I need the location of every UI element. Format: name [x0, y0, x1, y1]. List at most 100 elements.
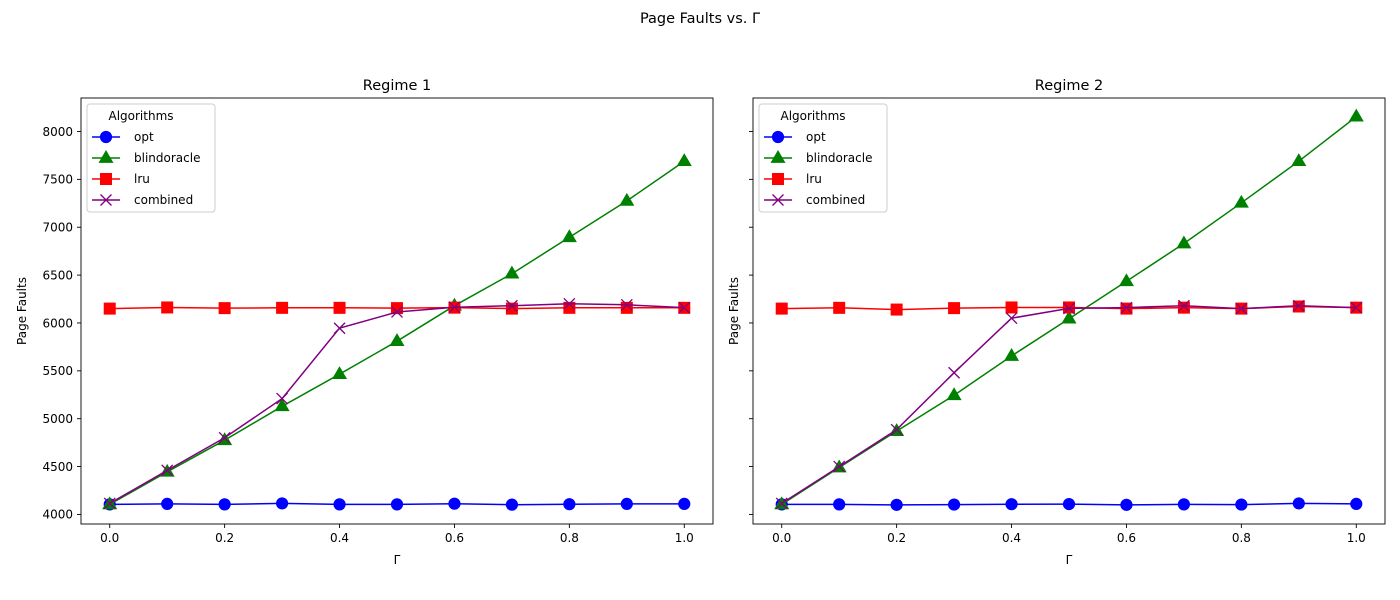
- data-point-lru: [620, 301, 633, 314]
- axes-frame: [752, 97, 1386, 525]
- legend-label: lru: [134, 172, 150, 186]
- data-point-blindoracle: [389, 333, 405, 346]
- legend-marker-blindoracle: [770, 150, 786, 163]
- data-point-opt: [161, 497, 174, 510]
- series-combined: [103, 297, 691, 510]
- data-point-blindoracle: [946, 387, 962, 401]
- subplot-title: Regime 2: [1035, 78, 1103, 94]
- legend-marker-combined: [772, 194, 784, 206]
- subplot-regime-1: Regime 1 0.0 0.2 0.4 0.6 0.8 1.0 4000 4500 5000 55…: [15, 78, 714, 567]
- legend-marker-lru: [772, 173, 784, 185]
- x-tick-label: 0.2: [887, 531, 906, 545]
- data-point-opt: [1120, 498, 1133, 511]
- data-point-lru: [833, 301, 846, 314]
- data-point-opt: [218, 498, 231, 511]
- legend-entry-blindoracle: blindoracle: [764, 150, 872, 165]
- y-axis-label: Page Faults: [727, 277, 741, 345]
- data-point-opt: [678, 497, 691, 510]
- axes-frame: [80, 97, 714, 525]
- data-point-opt: [275, 497, 289, 510]
- x-tick-label: 0.8: [560, 531, 579, 545]
- data-point-lru: [1063, 301, 1075, 314]
- data-point-opt: [833, 498, 846, 511]
- subplot-regime-2: Regime 2 0.0 0.2 0.4 0.6 0.8 1.0 Γ Page Faults Al…: [727, 78, 1386, 567]
- x-tick-label: 0.0: [100, 531, 119, 545]
- data-point-lru: [948, 302, 961, 315]
- data-point-combined: [678, 301, 691, 314]
- legend-marker-opt: [99, 130, 113, 144]
- y-tick-label: 5500: [42, 364, 73, 378]
- data-point-blindoracle: [1061, 310, 1077, 324]
- plot-area: [774, 108, 1364, 511]
- legend-marker-opt: [771, 130, 785, 144]
- legend-marker-lru: [100, 173, 112, 185]
- data-point-lru: [1120, 302, 1133, 315]
- data-point-opt: [333, 498, 346, 511]
- legend-label: combined: [134, 193, 193, 207]
- x-tick-label: 1.0: [675, 531, 694, 545]
- data-point-blindoracle: [1004, 348, 1020, 361]
- y-tick-label: 6000: [42, 316, 73, 330]
- legend-title: Algorithms: [108, 109, 173, 123]
- legend-entry-combined: combined: [764, 193, 865, 207]
- x-tick-label: 0.4: [330, 531, 349, 545]
- data-point-lru: [775, 302, 788, 315]
- data-point-combined: [161, 464, 174, 477]
- data-point-opt: [620, 497, 633, 510]
- plot-area: [102, 153, 692, 511]
- x-tick-label: 0.8: [1232, 531, 1251, 545]
- data-point-combined: [1350, 301, 1363, 314]
- legend-marker-combined: [100, 194, 112, 206]
- data-point-combined: [1177, 299, 1190, 312]
- data-point-blindoracle: [1348, 108, 1364, 122]
- data-point-lru: [890, 303, 903, 316]
- data-point-combined: [333, 322, 346, 335]
- figure-suptitle: Page Faults vs. Γ: [640, 11, 760, 27]
- y-tick-label: 4500: [42, 460, 73, 474]
- legend-marker-blindoracle: [98, 150, 114, 163]
- y-tick-label: 4000: [42, 508, 73, 522]
- data-point-opt: [947, 498, 961, 511]
- legend-entry-lru: lru: [764, 172, 822, 186]
- x-tick-label: 0.6: [1117, 531, 1136, 545]
- data-point-combined: [563, 297, 576, 310]
- data-point-combined: [1235, 302, 1248, 315]
- data-point-combined: [391, 305, 403, 318]
- data-point-opt: [1005, 498, 1018, 511]
- legend-entry-opt: opt: [764, 130, 826, 144]
- data-point-lru: [103, 302, 116, 315]
- legend-entry-opt: opt: [92, 130, 154, 144]
- legend-box: [86, 103, 216, 213]
- y-tick-label: 6500: [42, 268, 73, 282]
- x-axis-label: Γ: [394, 553, 401, 567]
- subplots: Regime 1 0.0 0.2 0.4 0.6 0.8 1.0 4000 4500 5000 55…: [15, 78, 1386, 567]
- data-point-lru: [505, 302, 518, 315]
- data-point-combined: [1063, 302, 1075, 315]
- y-tick-label: 8000: [42, 125, 73, 139]
- data-point-combined: [103, 497, 116, 510]
- legend: Algorithms opt blindoracle lru combined: [86, 103, 216, 213]
- data-point-opt: [390, 498, 404, 511]
- data-point-combined: [276, 392, 289, 405]
- data-point-blindoracle: [1233, 194, 1249, 208]
- subplot-title: Regime 1: [363, 78, 431, 94]
- series-line-combined: [781, 304, 1357, 505]
- data-point-lru: [276, 301, 289, 314]
- data-point-opt: [1292, 497, 1305, 510]
- legend-label: combined: [806, 193, 865, 207]
- legend-entry-lru: lru: [92, 172, 150, 186]
- data-point-combined: [775, 497, 788, 510]
- legend-entry-combined: combined: [92, 193, 193, 207]
- data-point-lru: [161, 301, 174, 314]
- legend-box: [758, 103, 888, 213]
- data-point-lru: [1005, 301, 1018, 314]
- data-point-blindoracle: [1176, 235, 1192, 249]
- legend-entry-blindoracle: blindoracle: [92, 150, 200, 165]
- data-point-lru: [333, 301, 346, 314]
- legend-label: blindoracle: [134, 151, 200, 165]
- data-point-combined: [448, 301, 461, 314]
- series-line-blindoracle: [109, 160, 685, 506]
- data-point-lru: [391, 302, 403, 315]
- data-point-blindoracle: [619, 192, 635, 206]
